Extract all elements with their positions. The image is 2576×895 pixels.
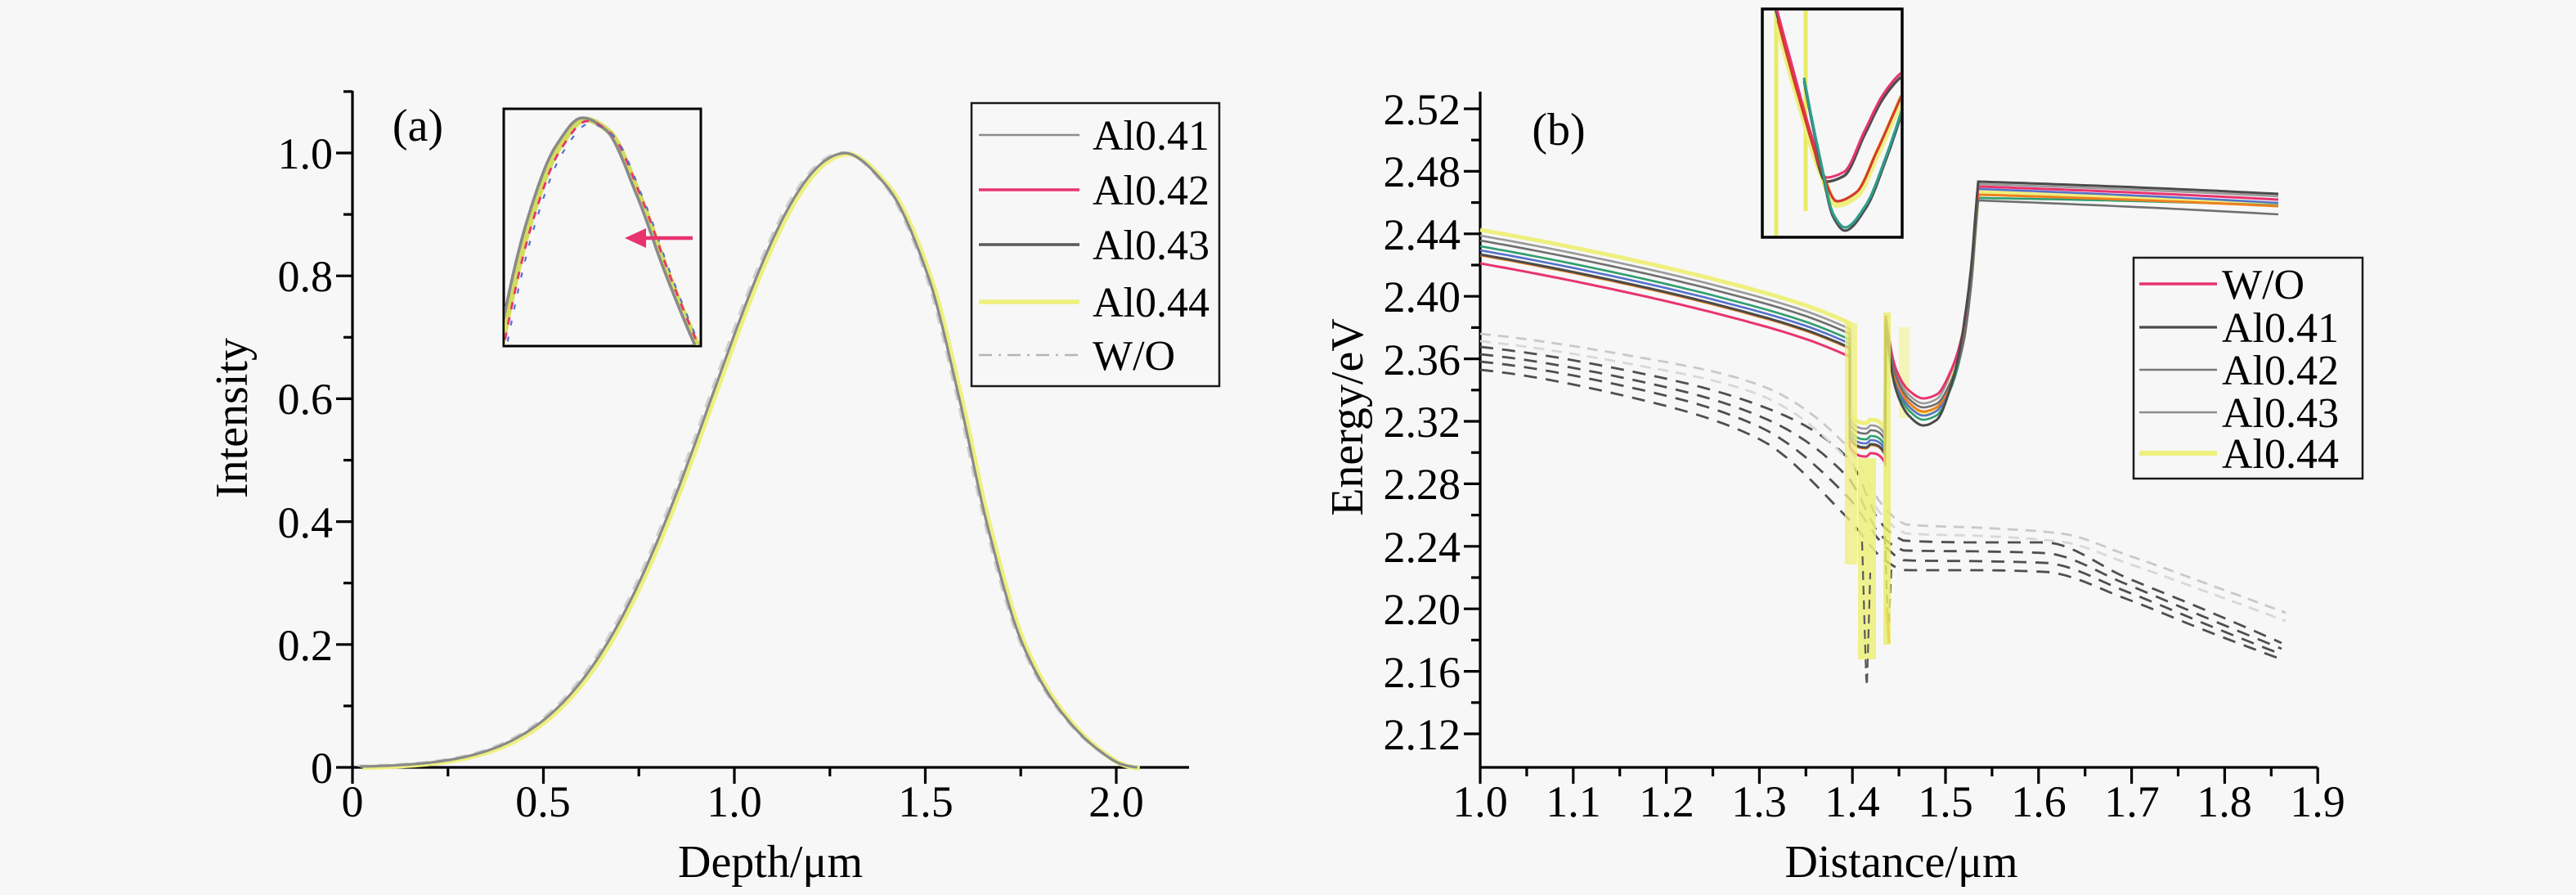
- svg-text:1.5: 1.5: [1918, 777, 1973, 826]
- svg-text:2.24: 2.24: [1384, 523, 1461, 572]
- svg-text:Al0.41: Al0.41: [2222, 305, 2339, 352]
- svg-text:Al0.42: Al0.42: [1093, 168, 1209, 214]
- svg-text:1.6: 1.6: [2011, 777, 2067, 826]
- svg-text:2.12: 2.12: [1384, 710, 1461, 759]
- svg-text:1.1: 1.1: [1546, 777, 1601, 826]
- svg-text:Intensity: Intensity: [207, 338, 258, 498]
- svg-text:1.0: 1.0: [278, 129, 334, 178]
- svg-text:W/O: W/O: [2222, 262, 2304, 308]
- svg-text:Depth/μm: Depth/μm: [678, 837, 863, 888]
- svg-text:2.52: 2.52: [1384, 85, 1461, 134]
- svg-text:2.36: 2.36: [1384, 335, 1461, 385]
- svg-text:0.6: 0.6: [278, 375, 334, 424]
- svg-text:Al0.44: Al0.44: [2222, 431, 2339, 478]
- svg-text:1.0: 1.0: [1452, 777, 1508, 826]
- svg-text:0.8: 0.8: [278, 252, 334, 301]
- svg-text:1.0: 1.0: [707, 777, 762, 826]
- svg-text:2.48: 2.48: [1384, 147, 1461, 196]
- svg-text:2.16: 2.16: [1384, 648, 1461, 697]
- svg-text:Al0.43: Al0.43: [1093, 223, 1209, 269]
- svg-text:Al0.44: Al0.44: [1093, 280, 1209, 326]
- svg-text:(a): (a): [393, 101, 443, 151]
- svg-text:0.4: 0.4: [278, 498, 334, 547]
- svg-text:0.2: 0.2: [278, 621, 334, 670]
- svg-text:2.32: 2.32: [1384, 398, 1461, 447]
- svg-text:1.9: 1.9: [2290, 777, 2345, 826]
- svg-text:2.20: 2.20: [1384, 585, 1461, 634]
- svg-text:1.3: 1.3: [1731, 777, 1787, 826]
- svg-text:1.7: 1.7: [2104, 777, 2160, 826]
- svg-text:1.5: 1.5: [898, 777, 954, 826]
- svg-text:0: 0: [342, 777, 364, 826]
- svg-text:Al0.41: Al0.41: [1093, 113, 1209, 160]
- svg-text:2.40: 2.40: [1384, 272, 1461, 322]
- svg-text:0: 0: [311, 744, 333, 793]
- svg-text:W/O: W/O: [1093, 333, 1175, 380]
- svg-text:1.2: 1.2: [1639, 777, 1694, 826]
- svg-text:2.28: 2.28: [1384, 460, 1461, 509]
- svg-text:Al0.43: Al0.43: [2222, 390, 2339, 437]
- svg-text:Distance/μm: Distance/μm: [1784, 837, 2017, 888]
- svg-text:2.0: 2.0: [1088, 777, 1144, 826]
- svg-text:(b): (b): [1532, 105, 1585, 155]
- svg-text:1.8: 1.8: [2197, 777, 2252, 826]
- svg-text:1.4: 1.4: [1824, 777, 1880, 826]
- svg-text:Al0.42: Al0.42: [2222, 348, 2339, 394]
- svg-text:0.5: 0.5: [515, 777, 571, 826]
- svg-text:Energy/eV: Energy/eV: [1322, 318, 1373, 516]
- svg-text:2.44: 2.44: [1384, 210, 1461, 259]
